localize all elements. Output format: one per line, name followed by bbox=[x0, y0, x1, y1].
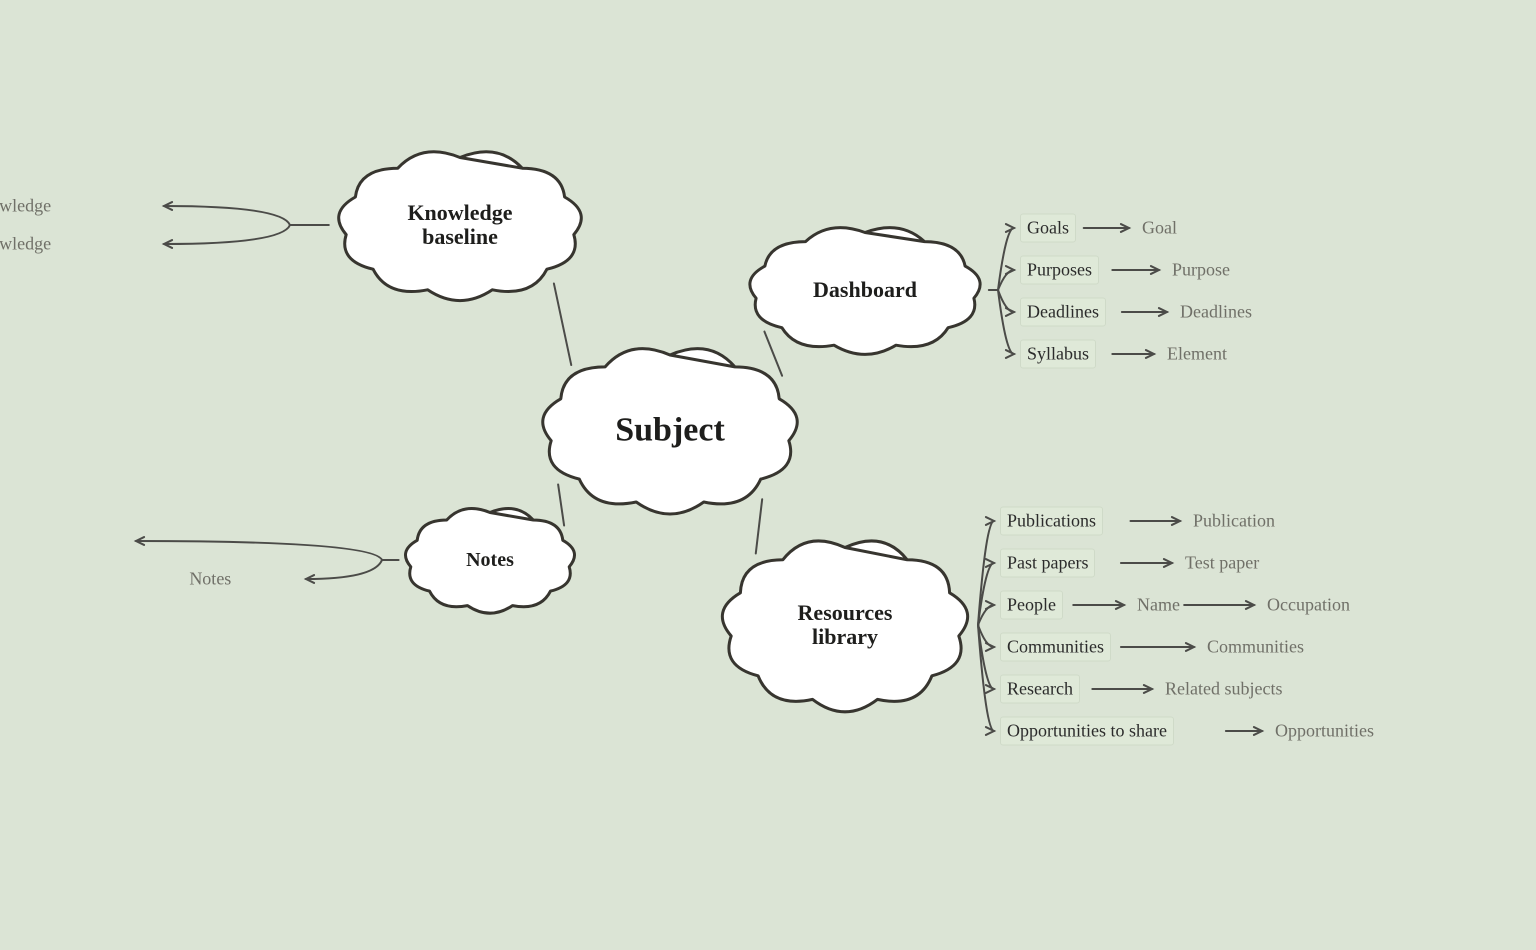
leaf-node: Knowledge bbox=[0, 192, 58, 221]
leaf-node: People bbox=[1000, 591, 1063, 620]
leaf-node: Element bbox=[1160, 340, 1234, 369]
leaf-node: Notes bbox=[182, 565, 238, 594]
leaf-node: Syllabus bbox=[1020, 340, 1096, 369]
mindmap-svg bbox=[0, 0, 1536, 950]
leaf-node: Name bbox=[1130, 591, 1187, 620]
cloud-knowledge bbox=[339, 152, 582, 301]
leaf-node: Research bbox=[1000, 675, 1080, 704]
leaf-node: Related subjects bbox=[1158, 675, 1289, 704]
cloud-notes bbox=[405, 508, 574, 613]
leaf-node: Goal bbox=[1135, 214, 1184, 243]
leaf-node: Test paper bbox=[1178, 549, 1266, 578]
leaf-node: Goals bbox=[1020, 214, 1076, 243]
leaf-node: Occupation bbox=[1260, 591, 1357, 620]
cloud-resources bbox=[722, 541, 967, 712]
leaf-node: Publication bbox=[1186, 507, 1282, 536]
leaf-node: Knowledge bbox=[0, 230, 58, 259]
leaf-node: Publications bbox=[1000, 507, 1103, 536]
mindmap-canvas: SubjectKnowledge baselineDashboardNotesR… bbox=[0, 0, 1536, 950]
leaf-node: Purposes bbox=[1020, 256, 1099, 285]
cloud-subject bbox=[543, 349, 798, 514]
leaf-node: Past papers bbox=[1000, 549, 1095, 578]
leaf-node: Communities bbox=[1200, 633, 1311, 662]
leaf-node: Communities bbox=[1000, 633, 1111, 662]
leaf-node: Opportunities to share bbox=[1000, 717, 1174, 746]
leaf-node: Purpose bbox=[1165, 256, 1237, 285]
leaf-node: Deadlines bbox=[1173, 298, 1259, 327]
leaf-node: Opportunities bbox=[1268, 717, 1381, 746]
cloud-dashboard bbox=[750, 228, 980, 355]
leaf-node: Deadlines bbox=[1020, 298, 1106, 327]
